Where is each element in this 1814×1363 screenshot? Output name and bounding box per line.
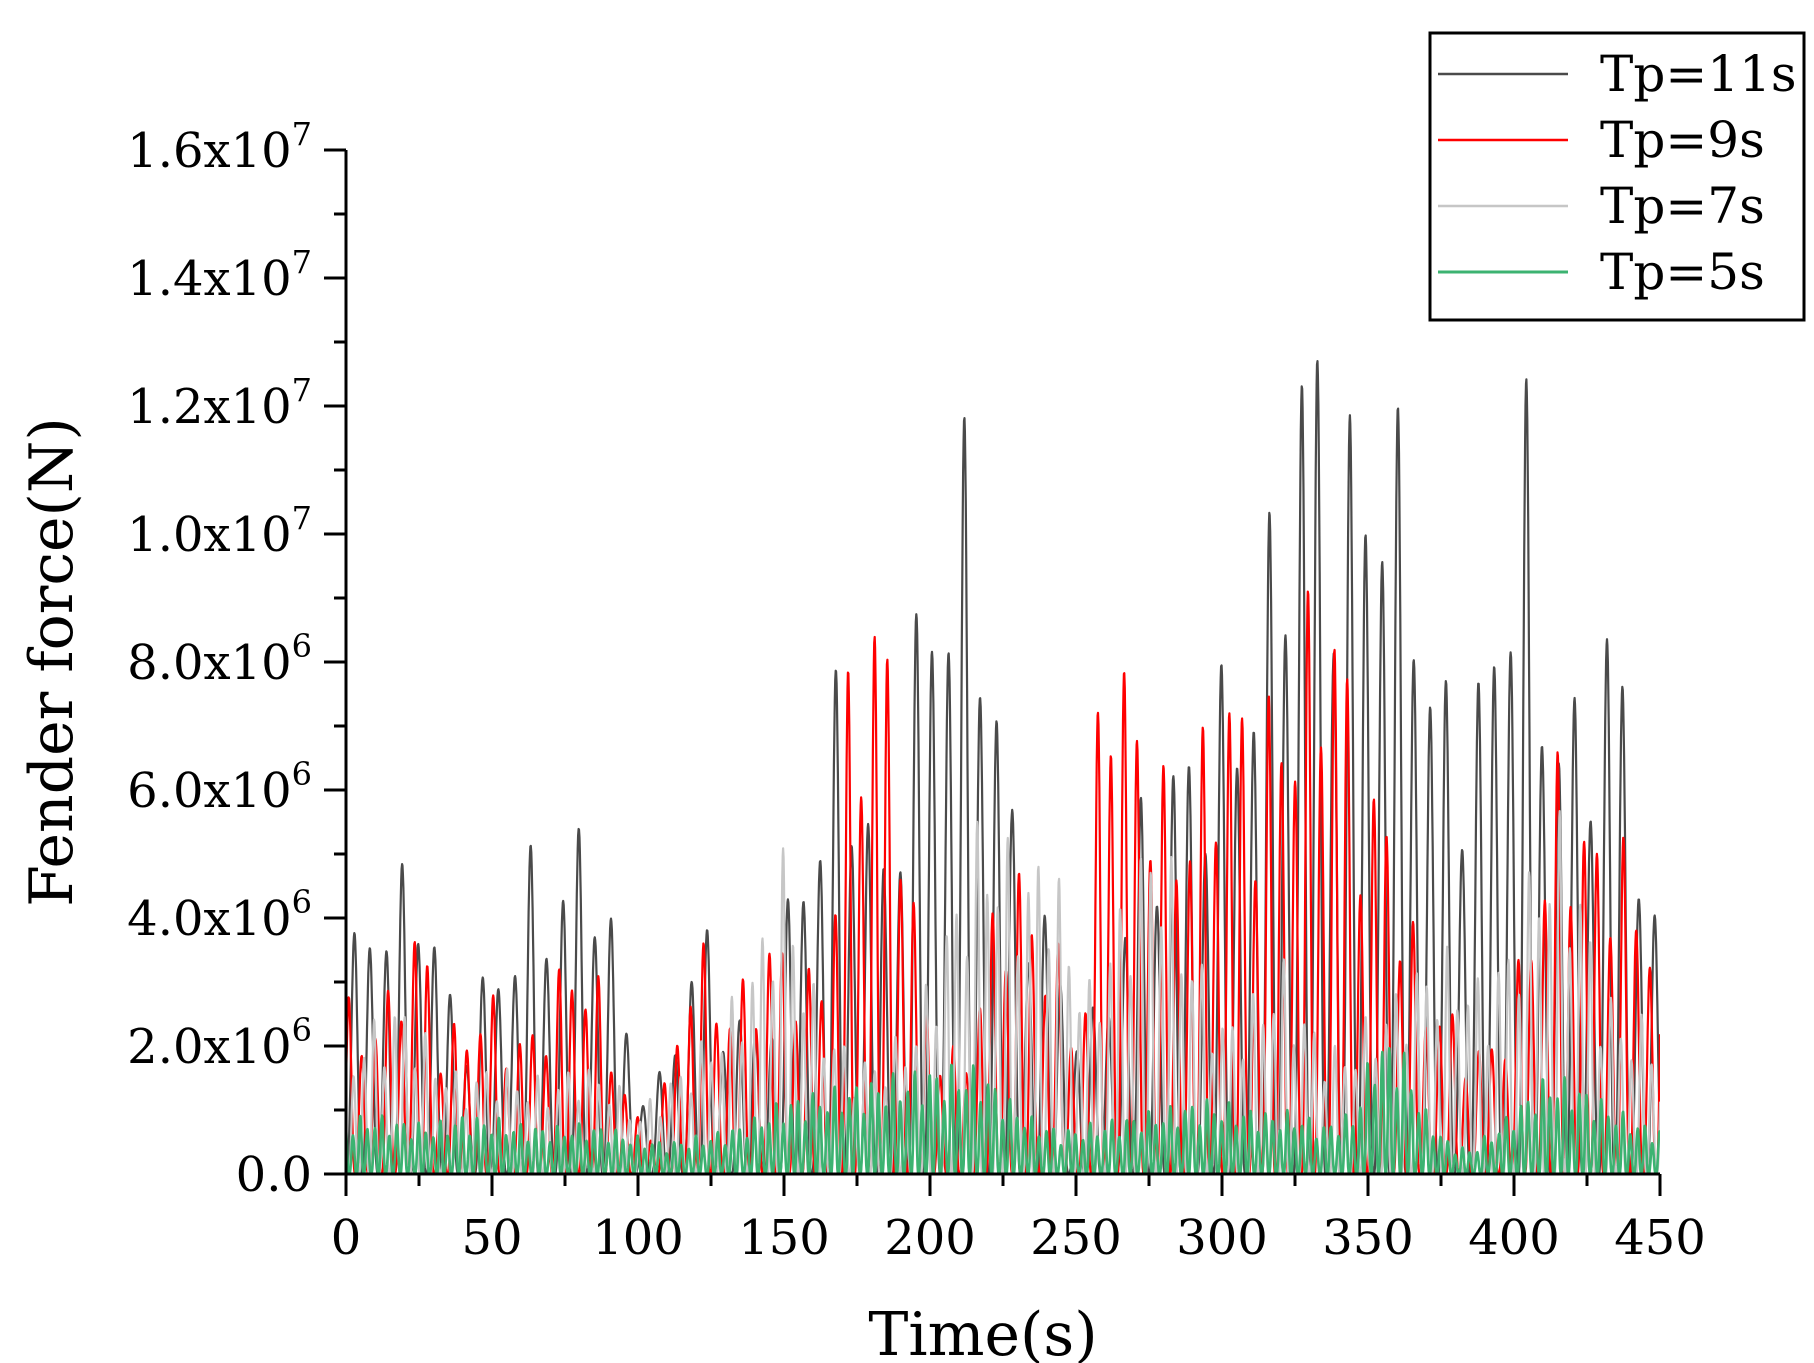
- legend: Tp=11s Tp=9s Tp=7s Tp=5s: [1428, 31, 1806, 322]
- y-tick-label: 0.0: [236, 1147, 312, 1203]
- x-tick-label: 200: [884, 1210, 976, 1266]
- legend-label: Tp=11s: [1600, 45, 1797, 103]
- y-axis-title: Fender force(N): [17, 417, 87, 907]
- x-tick-label: 350: [1322, 1210, 1414, 1266]
- x-tick-label: 250: [1030, 1210, 1122, 1266]
- x-tick-label: 400: [1468, 1210, 1560, 1266]
- x-tick-label: 0: [331, 1210, 362, 1266]
- x-axis-title: Time(s): [868, 1300, 1097, 1363]
- x-tick-label: 50: [461, 1210, 522, 1266]
- y-tick-label: 8.0x106: [127, 627, 312, 691]
- y-tick-label: 1.0x107: [127, 499, 312, 563]
- y-tick-label: 2.0x106: [127, 1011, 312, 1075]
- x-ticks: 0 50 100 150 200 250 300 350 400 450: [331, 1174, 1706, 1266]
- x-tick-label: 300: [1176, 1210, 1268, 1266]
- y-tick-label: 1.6x107: [127, 115, 312, 179]
- series-layer: [346, 360, 1660, 1175]
- y-tick-label: 4.0x106: [127, 883, 312, 947]
- legend-label: Tp=7s: [1600, 177, 1765, 235]
- x-tick-label: 450: [1614, 1210, 1706, 1266]
- x-tick-label: 100: [592, 1210, 684, 1266]
- y-ticks: 0.0 2.0x106 4.0x106 6.0x106 8.0x106 1.0x107 1.…: [127, 115, 346, 1203]
- series-line-tp-5s: [346, 1047, 1660, 1175]
- y-tick-label: 1.2x107: [127, 371, 312, 435]
- legend-label: Tp=9s: [1600, 111, 1765, 169]
- legend-label: Tp=5s: [1600, 243, 1765, 301]
- y-tick-label: 6.0x106: [127, 755, 312, 819]
- y-tick-label: 1.4x107: [127, 243, 312, 307]
- x-tick-label: 150: [738, 1210, 830, 1266]
